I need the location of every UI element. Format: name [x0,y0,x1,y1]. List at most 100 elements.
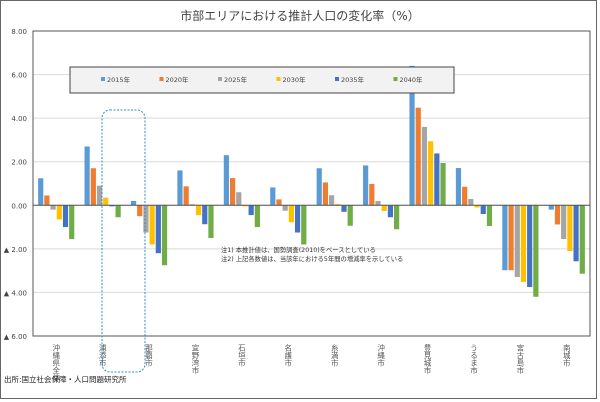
y-tick-label: ▲ 4.00 [4,289,27,297]
bar [347,205,353,226]
highlight-box [101,109,146,373]
chart-title: 市部エリアにおける推計人口の変化率（%） [180,8,419,23]
bar [363,165,369,206]
bar [548,205,554,210]
y-tick-label: 2.00 [11,159,27,167]
bar [567,205,573,252]
bar [130,200,137,206]
bar [381,205,387,211]
bar [44,195,50,206]
x-tick-label: 那覇市 [144,344,153,368]
bar [474,205,480,208]
bar [38,178,44,206]
bar [415,107,421,206]
bar [143,205,149,233]
bar [322,182,329,206]
bar [462,186,468,206]
bar [387,205,394,218]
bar [195,205,202,216]
bar [375,200,381,206]
y-tick-label: ▲ 6.00 [4,333,27,341]
bar [137,205,143,217]
x-tick-label: 浦添市 [98,343,107,368]
bar [90,168,96,206]
legend-label: 2040年 [400,75,424,84]
bar [103,197,109,206]
bar [109,205,115,207]
bar [248,205,254,216]
y-tick-label: 4.00 [11,115,27,123]
bar [369,183,375,206]
y-tick-label: 6.00 [11,72,27,80]
legend-label: 2020年 [166,75,190,84]
bar [50,205,56,210]
bar [96,185,103,206]
bar [208,205,214,238]
bar [177,170,183,206]
bar [223,155,229,206]
bar [455,168,462,206]
bar [149,205,155,245]
bar [409,65,415,206]
bar [579,205,585,274]
bar [394,205,400,230]
x-tick-label: 名護市 [284,343,293,368]
bar [282,205,288,211]
y-tick-label: ▲ 2.00 [4,246,27,254]
x-tick-label: 宜野湾市 [191,343,200,376]
legend-label: 2035年 [341,75,365,84]
bar [329,195,335,206]
bar [520,205,527,282]
bar [508,205,514,271]
bar [161,205,168,266]
bar [288,205,294,223]
bar [514,205,520,277]
y-tick-label: 8.00 [11,28,27,36]
legend-swatch [159,77,164,81]
bar [229,178,236,206]
bar [434,153,440,206]
bar [276,199,282,206]
bar [69,205,75,240]
legend-label: 2025年 [224,75,248,84]
bar [242,205,248,207]
bar [502,205,508,271]
bar [316,168,322,206]
bar [440,163,446,206]
bar [155,205,161,254]
x-tick-label: 沖縄市 [376,343,385,368]
bar [421,126,428,206]
bar [270,187,276,206]
bar [468,198,474,206]
legend-swatch [218,77,222,81]
x-tick-label: 石垣市 [237,344,246,368]
x-tick-label: 宮古島市 [516,343,525,376]
bar [62,205,69,228]
chart-note: 注1) 本推計値は、国勢調査(2010)をベースとしている [221,245,376,254]
bar [183,186,189,206]
legend-label: 2015年 [107,75,131,84]
x-tick-label: うるま市 [469,344,478,376]
bar [573,205,579,262]
bar [554,205,561,225]
x-tick-label: 沖縄県全体 [51,343,60,383]
legend-swatch [335,77,339,81]
bar [301,205,307,245]
chart-note: 注2) 上記各数値は、当該年における5年間の増減率を示している [221,254,403,263]
bar [115,205,121,218]
legend [69,66,455,94]
bar [480,205,486,214]
bar [294,205,301,233]
bar [527,205,533,287]
bar [533,205,539,297]
plot-area [32,30,591,337]
bar [428,141,434,206]
bar [56,205,62,220]
bar [202,205,208,225]
legend-swatch [276,77,281,81]
source-note: 出所:国立社会保障・人口問題研究所 [4,374,127,384]
bar [84,146,90,206]
bar [254,205,260,228]
